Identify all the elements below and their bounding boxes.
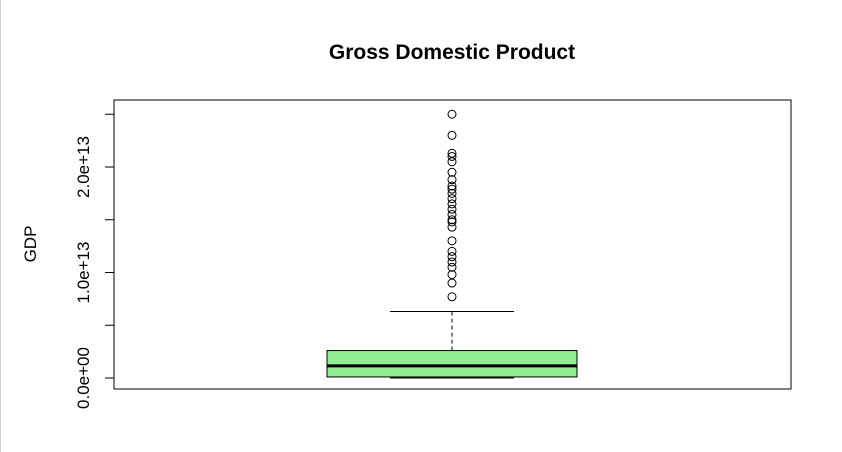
outlier-point [447, 109, 457, 119]
outlier-point [447, 157, 457, 167]
outlier-point [447, 204, 457, 214]
outlier-point [447, 217, 457, 227]
outlier-point [447, 215, 457, 225]
outlier-point [447, 222, 457, 232]
y-tick-label: 2.0e+13 [74, 136, 93, 198]
outlier-point [447, 252, 457, 262]
outlier-point [447, 278, 457, 288]
outlier-point [447, 151, 457, 161]
outlier-point [447, 236, 457, 246]
outlier-point [447, 270, 457, 280]
outlier-point [447, 188, 457, 198]
outlier-point [447, 257, 457, 267]
outlier-point [447, 194, 457, 204]
outlier-point [447, 199, 457, 209]
boxplot [326, 311, 578, 379]
y-tick-label: 1.0e+13 [74, 242, 93, 304]
outlier-point [447, 184, 457, 194]
chart-title: Gross Domestic Product [329, 41, 575, 64]
outlier-point [447, 292, 457, 302]
y-axis: 0.0e+00 1.0e+13 2.0e+13 [74, 113, 115, 409]
outlier-point [447, 167, 457, 177]
outlier-point [447, 209, 457, 219]
y-axis-label: GDP [21, 226, 40, 263]
iqr-box [326, 350, 578, 378]
outlier-point [447, 246, 457, 256]
y-tick-label: 0.0e+00 [74, 347, 93, 409]
outlier-point [447, 181, 457, 191]
outlier-point [447, 175, 457, 185]
outlier-points [447, 109, 457, 302]
outlier-point [447, 130, 457, 140]
outlier-point [447, 262, 457, 272]
